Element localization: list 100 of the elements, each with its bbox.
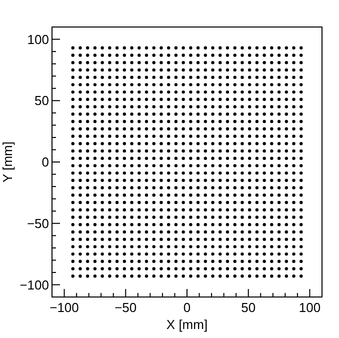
point xyxy=(292,194,296,197)
point xyxy=(248,260,252,264)
point xyxy=(248,245,252,248)
point xyxy=(86,127,90,130)
point xyxy=(262,83,266,86)
point xyxy=(196,208,200,212)
point xyxy=(233,267,236,270)
point xyxy=(130,216,134,219)
point xyxy=(160,222,163,226)
point xyxy=(248,274,252,278)
point xyxy=(138,54,141,57)
point xyxy=(144,171,148,175)
point xyxy=(189,83,192,86)
point xyxy=(189,238,192,241)
point xyxy=(71,186,74,190)
point xyxy=(71,68,74,72)
point xyxy=(233,112,236,116)
point xyxy=(130,149,134,153)
point xyxy=(284,178,288,182)
point xyxy=(144,98,148,102)
point xyxy=(218,208,222,212)
point xyxy=(100,260,104,264)
point xyxy=(100,171,104,175)
point xyxy=(218,149,222,153)
point xyxy=(300,60,303,64)
point xyxy=(78,68,82,72)
point xyxy=(262,274,266,278)
point xyxy=(174,112,178,116)
point xyxy=(174,230,178,234)
point xyxy=(100,178,104,182)
point xyxy=(226,230,230,234)
point xyxy=(160,112,163,116)
point xyxy=(211,54,214,57)
point xyxy=(160,164,163,168)
point xyxy=(122,90,126,94)
point xyxy=(115,142,119,146)
point xyxy=(196,245,200,248)
point xyxy=(255,216,259,219)
point xyxy=(93,200,97,204)
point xyxy=(100,54,104,57)
point xyxy=(144,134,148,138)
point xyxy=(277,46,281,50)
point xyxy=(71,127,74,130)
point xyxy=(189,222,192,226)
point xyxy=(160,68,163,72)
point xyxy=(248,156,252,160)
point xyxy=(115,238,119,241)
point xyxy=(292,76,296,79)
point xyxy=(189,194,192,197)
point xyxy=(108,230,112,234)
point xyxy=(115,127,119,130)
point xyxy=(160,238,163,241)
point xyxy=(218,230,222,234)
point xyxy=(240,267,244,270)
point xyxy=(277,156,281,160)
point xyxy=(100,105,104,108)
point xyxy=(292,252,296,256)
point xyxy=(182,178,185,182)
point xyxy=(86,274,90,278)
point xyxy=(204,149,208,153)
point xyxy=(262,267,266,270)
point xyxy=(152,238,156,241)
point xyxy=(204,83,208,86)
point xyxy=(218,178,222,182)
point xyxy=(240,222,244,226)
point xyxy=(182,267,185,270)
point xyxy=(86,46,90,50)
point xyxy=(218,76,222,79)
point xyxy=(240,127,244,130)
point xyxy=(255,164,259,168)
point xyxy=(292,46,296,50)
point xyxy=(100,90,104,94)
point xyxy=(300,76,303,79)
point xyxy=(248,90,252,94)
point xyxy=(292,230,296,234)
point xyxy=(86,186,90,190)
point xyxy=(71,60,74,64)
point xyxy=(233,76,236,79)
point xyxy=(255,260,259,264)
point xyxy=(196,105,200,108)
point xyxy=(211,238,214,241)
point xyxy=(174,208,178,212)
point xyxy=(130,274,134,278)
point xyxy=(226,238,230,241)
point xyxy=(204,194,208,197)
point xyxy=(100,208,104,212)
point xyxy=(160,156,163,160)
point xyxy=(300,134,303,138)
point xyxy=(174,194,178,197)
point xyxy=(78,60,82,64)
point xyxy=(300,120,303,124)
point xyxy=(144,186,148,190)
point xyxy=(152,252,156,256)
point xyxy=(71,142,74,146)
point xyxy=(277,120,281,124)
point xyxy=(108,252,112,256)
point xyxy=(71,76,74,79)
point xyxy=(218,267,222,270)
point xyxy=(86,260,90,264)
point xyxy=(226,105,230,108)
